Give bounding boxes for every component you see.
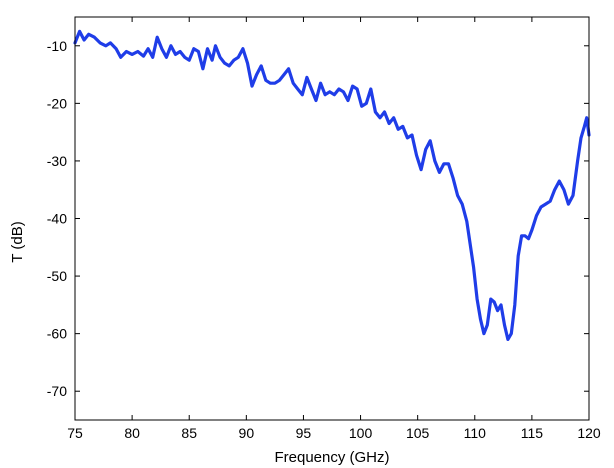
- x-tick-label: 105: [406, 425, 430, 441]
- y-tick-label: -50: [47, 268, 67, 284]
- x-tick-label: 100: [349, 425, 373, 441]
- x-tick-label: 90: [239, 425, 255, 441]
- x-tick-label: 115: [521, 425, 544, 441]
- plot-frame: [74, 16, 590, 421]
- x-tick-label: 95: [296, 425, 312, 441]
- y-tick-label: -40: [47, 211, 67, 227]
- y-axis-label: T (dB): [9, 221, 26, 262]
- x-tick-label: 120: [577, 425, 601, 441]
- x-tick-label: 80: [124, 425, 140, 441]
- x-tick-label: 85: [181, 425, 197, 441]
- x-tick-label: 75: [67, 425, 83, 441]
- y-tick-label: -20: [47, 95, 67, 111]
- y-tick-label: -30: [47, 153, 67, 169]
- series-line-0: [73, 29, 591, 341]
- x-tick-label: 110: [464, 425, 487, 441]
- x-axis-label: Frequency (GHz): [274, 449, 389, 466]
- y-tick-label: -60: [47, 326, 67, 342]
- y-tick-label: -10: [47, 38, 67, 54]
- y-tick-label: -70: [47, 383, 67, 399]
